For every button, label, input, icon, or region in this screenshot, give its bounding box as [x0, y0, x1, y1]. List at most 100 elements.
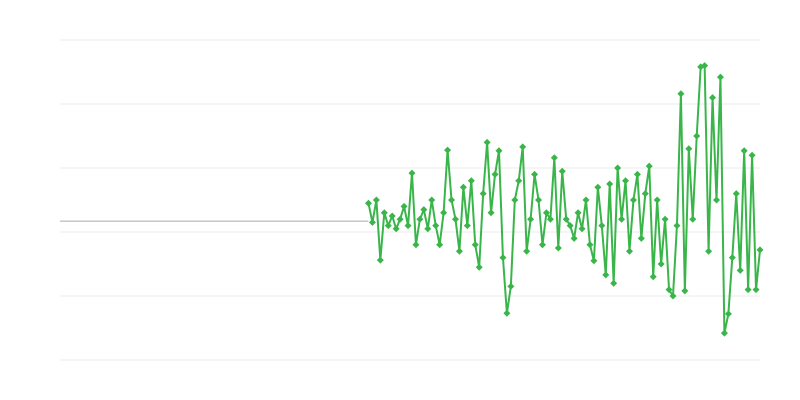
data-point-marker [665, 286, 673, 294]
data-point-marker [527, 215, 535, 223]
data-point-marker [689, 215, 697, 223]
data-point-marker [736, 266, 744, 274]
data-point-marker [756, 246, 764, 254]
data-point-marker [546, 215, 554, 223]
data-point-marker [693, 132, 701, 140]
data-point-marker [459, 183, 467, 191]
data-point-marker [637, 234, 645, 242]
data-point-marker [744, 286, 752, 294]
data-point-marker [622, 177, 630, 185]
data-point-marker [677, 90, 685, 98]
data-point-marker [479, 190, 487, 198]
data-point-marker [685, 145, 693, 153]
data-point-marker [384, 222, 392, 230]
data-point-marker [582, 196, 590, 204]
data-point-marker [372, 196, 380, 204]
data-point-marker [641, 190, 649, 198]
data-point-marker [598, 222, 606, 230]
data-point-marker [748, 151, 756, 159]
data-point-marker [519, 143, 527, 151]
data-point-marker [511, 196, 519, 204]
data-point-marker [471, 241, 479, 249]
data-point-marker [396, 215, 404, 223]
data-point-marker [606, 180, 614, 188]
data-point-marker [531, 170, 539, 178]
data-point-marker [467, 177, 475, 185]
data-point-marker [523, 247, 531, 255]
data-point-marker [400, 202, 408, 210]
data-point-marker [451, 215, 459, 223]
data-point-marker [602, 271, 610, 279]
data-point-marker [629, 196, 637, 204]
data-point-marker [483, 138, 491, 146]
data-point-marker [444, 146, 452, 154]
data-point-marker [538, 241, 546, 249]
data-point-marker [661, 215, 669, 223]
data-point-marker [728, 254, 736, 262]
data-point-marker [614, 164, 622, 172]
data-point-marker [388, 212, 396, 220]
data-point-marker [712, 196, 720, 204]
series-line [367, 64, 761, 335]
data-point-marker [503, 309, 511, 317]
data-point-marker [673, 222, 681, 230]
data-point-marker [633, 170, 641, 178]
data-point-marker [416, 215, 424, 223]
data-point-marker [752, 286, 760, 294]
data-point-marker [420, 206, 428, 214]
data-point-marker [542, 209, 550, 217]
data-point-marker [550, 154, 558, 162]
data-point-marker [701, 62, 709, 70]
data-point-marker [697, 63, 705, 71]
data-point-marker [440, 209, 448, 217]
data-point-marker [720, 329, 728, 337]
data-point-marker [368, 218, 376, 226]
data-point-marker [455, 247, 463, 255]
data-point-marker [404, 222, 412, 230]
data-point-marker [653, 196, 661, 204]
data-point-marker [669, 292, 677, 300]
data-point-marker [649, 273, 657, 281]
data-point-marker [428, 196, 436, 204]
data-point-marker [594, 183, 602, 191]
data-point-marker [740, 147, 748, 155]
data-point-marker [558, 167, 566, 175]
data-point-marker [578, 225, 586, 233]
data-point-marker [491, 170, 499, 178]
data-point-marker [574, 209, 582, 217]
data-point-marker [570, 234, 578, 242]
data-point-marker [705, 247, 713, 255]
data-point-marker [590, 257, 598, 265]
data-point-marker [657, 260, 665, 268]
data-point-marker [535, 196, 543, 204]
data-point-marker [724, 310, 732, 318]
data-point-marker [645, 162, 653, 170]
data-point-marker [709, 94, 717, 102]
data-point-marker [376, 256, 384, 264]
data-point-marker [412, 241, 420, 249]
data-point-marker [618, 215, 626, 223]
data-point-marker [487, 209, 495, 217]
data-point-marker [436, 241, 444, 249]
data-point-marker [424, 225, 432, 233]
data-point-marker [515, 177, 523, 185]
data-point-marker [586, 241, 594, 249]
gridlines [60, 39, 760, 361]
data-point-marker [716, 73, 724, 81]
data-point-marker [463, 222, 471, 230]
data-point-marker [732, 190, 740, 198]
data-point-marker [364, 199, 372, 207]
data-point-marker [610, 279, 618, 287]
data-point-marker [380, 209, 388, 217]
data-point-marker [507, 282, 515, 290]
data-point-marker [625, 247, 633, 255]
series-group [364, 62, 764, 337]
data-point-marker [566, 222, 574, 230]
data-point-marker [448, 196, 456, 204]
data-point-marker [432, 222, 440, 230]
data-point-marker [681, 287, 689, 295]
data-point-marker [408, 169, 416, 177]
data-point-marker [495, 147, 503, 155]
data-point-marker [499, 254, 507, 262]
